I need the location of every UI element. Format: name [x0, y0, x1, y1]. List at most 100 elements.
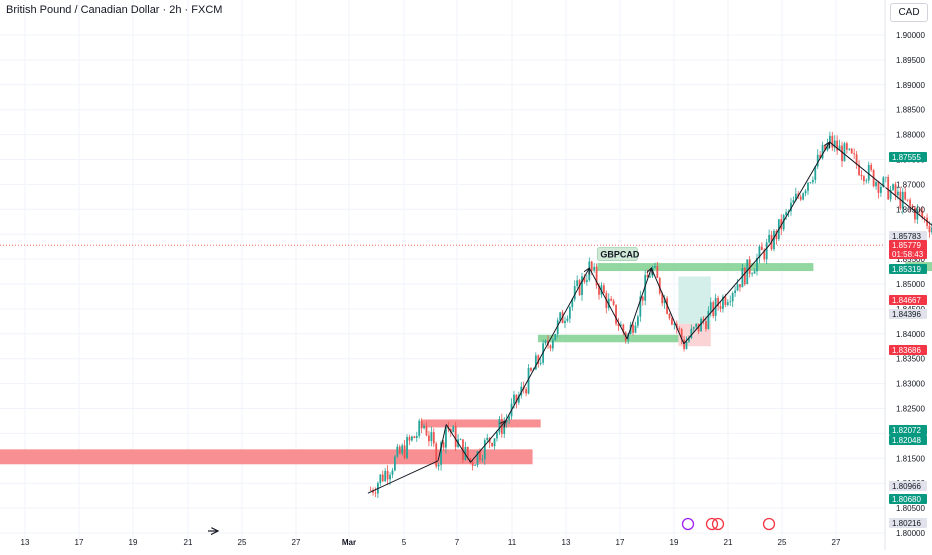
price-tick: 1.88500 [896, 106, 925, 115]
event-icon-3[interactable] [762, 517, 776, 531]
candle-body [590, 261, 593, 271]
candle-body [493, 438, 496, 447]
price-tick: 1.80000 [896, 529, 925, 538]
candle-body [641, 296, 644, 301]
candle-body [850, 148, 853, 154]
candle-body [804, 190, 807, 194]
candle-body [602, 285, 605, 293]
price-label-6: 1.84396 [892, 310, 921, 319]
trend-arrow-10[interactable] [829, 141, 932, 234]
candle-body [581, 276, 583, 296]
candle-body [394, 456, 396, 471]
candle-body [809, 182, 812, 184]
candle-body [862, 176, 865, 182]
candle-body [918, 208, 921, 212]
candle-body [748, 259, 751, 274]
drawing-arrows [208, 142, 932, 531]
price-label-bg-3 [889, 249, 927, 259]
event-icon-1[interactable] [705, 517, 719, 531]
currency-button[interactable]: CAD [890, 3, 928, 22]
trend-arrow-4[interactable] [505, 268, 590, 422]
candle-body [697, 323, 700, 332]
event-icon-0[interactable] [681, 517, 695, 531]
candle-body [649, 276, 651, 278]
price-label-bg-4 [889, 264, 927, 274]
event-icon-2[interactable] [711, 517, 725, 531]
trend-arrow-9[interactable] [769, 142, 829, 245]
trend-arrow-7[interactable] [650, 267, 685, 344]
candle-body [437, 464, 440, 467]
candle-body [637, 316, 639, 326]
price-label-bg-1 [889, 231, 927, 241]
candle-body [556, 320, 559, 335]
candle-body [442, 442, 445, 448]
price-tick: 1.85000 [896, 280, 925, 289]
zone-green-2[interactable] [538, 334, 690, 343]
candle-body [811, 179, 814, 183]
candle-body [816, 154, 819, 167]
trend-arrow-5[interactable] [588, 267, 628, 340]
candle-body [880, 186, 882, 193]
candle-body [466, 446, 469, 459]
price-label-bg-11 [889, 494, 927, 504]
candle-body [673, 323, 676, 325]
candle-body [845, 143, 848, 150]
price-tick: 1.85500 [896, 255, 925, 264]
price-label-8: 1.82072 [892, 426, 921, 435]
candle-body [486, 437, 489, 441]
time-tick: 19 [670, 538, 679, 547]
candle-body [683, 339, 685, 349]
candle-body [469, 458, 472, 463]
trend-arrow-2[interactable] [445, 424, 471, 463]
candle-body [593, 266, 596, 271]
candle-body [525, 389, 528, 394]
trend-arrow-0[interactable] [367, 460, 439, 494]
candle-body [702, 318, 705, 322]
trend-arrow-3[interactable] [470, 421, 506, 463]
candle-body [386, 470, 389, 480]
candle-body [680, 329, 683, 340]
candle-body [858, 164, 860, 176]
candle-body [916, 208, 919, 220]
candle-body [887, 177, 890, 200]
candle-body [765, 242, 768, 260]
candle-body [751, 273, 754, 275]
trend-arrow-6[interactable] [626, 268, 651, 339]
price-label-bg-2 [889, 240, 927, 250]
price-tick: 1.89500 [896, 56, 925, 65]
candle-body [588, 261, 591, 281]
candle-body [897, 191, 899, 196]
candle-body [530, 368, 532, 371]
price-tick: 1.80500 [896, 504, 925, 513]
price-tick: 1.82500 [896, 405, 925, 414]
price-tick: 1.88000 [896, 131, 925, 140]
candle-body [607, 298, 610, 308]
candle-body [838, 145, 841, 151]
price-tick: 1.81500 [896, 454, 925, 463]
candle-body [867, 164, 870, 181]
price-label-bg-0 [889, 152, 927, 162]
zone-green-3[interactable] [597, 263, 814, 272]
zone-red-1[interactable] [421, 419, 541, 428]
candle-body [401, 445, 404, 454]
candle-body [782, 215, 785, 230]
candle-body [658, 277, 661, 294]
candle-body [481, 459, 484, 461]
candle-body [848, 148, 851, 150]
trend-arrow-8[interactable] [683, 243, 771, 345]
candle-body [882, 177, 885, 187]
candle-body [685, 341, 688, 349]
mini-take-profit-zone[interactable] [678, 276, 711, 324]
price-label-4: 1.85319 [892, 265, 921, 274]
trend-arrow-1[interactable] [437, 424, 447, 461]
candle-body [855, 154, 858, 165]
candle-body [428, 435, 430, 442]
candle-body [909, 199, 911, 206]
zone-red-0[interactable] [0, 449, 533, 465]
candle-body [705, 321, 707, 330]
candle-body [432, 432, 435, 444]
candle-body [406, 437, 408, 459]
candle-body [513, 394, 515, 404]
